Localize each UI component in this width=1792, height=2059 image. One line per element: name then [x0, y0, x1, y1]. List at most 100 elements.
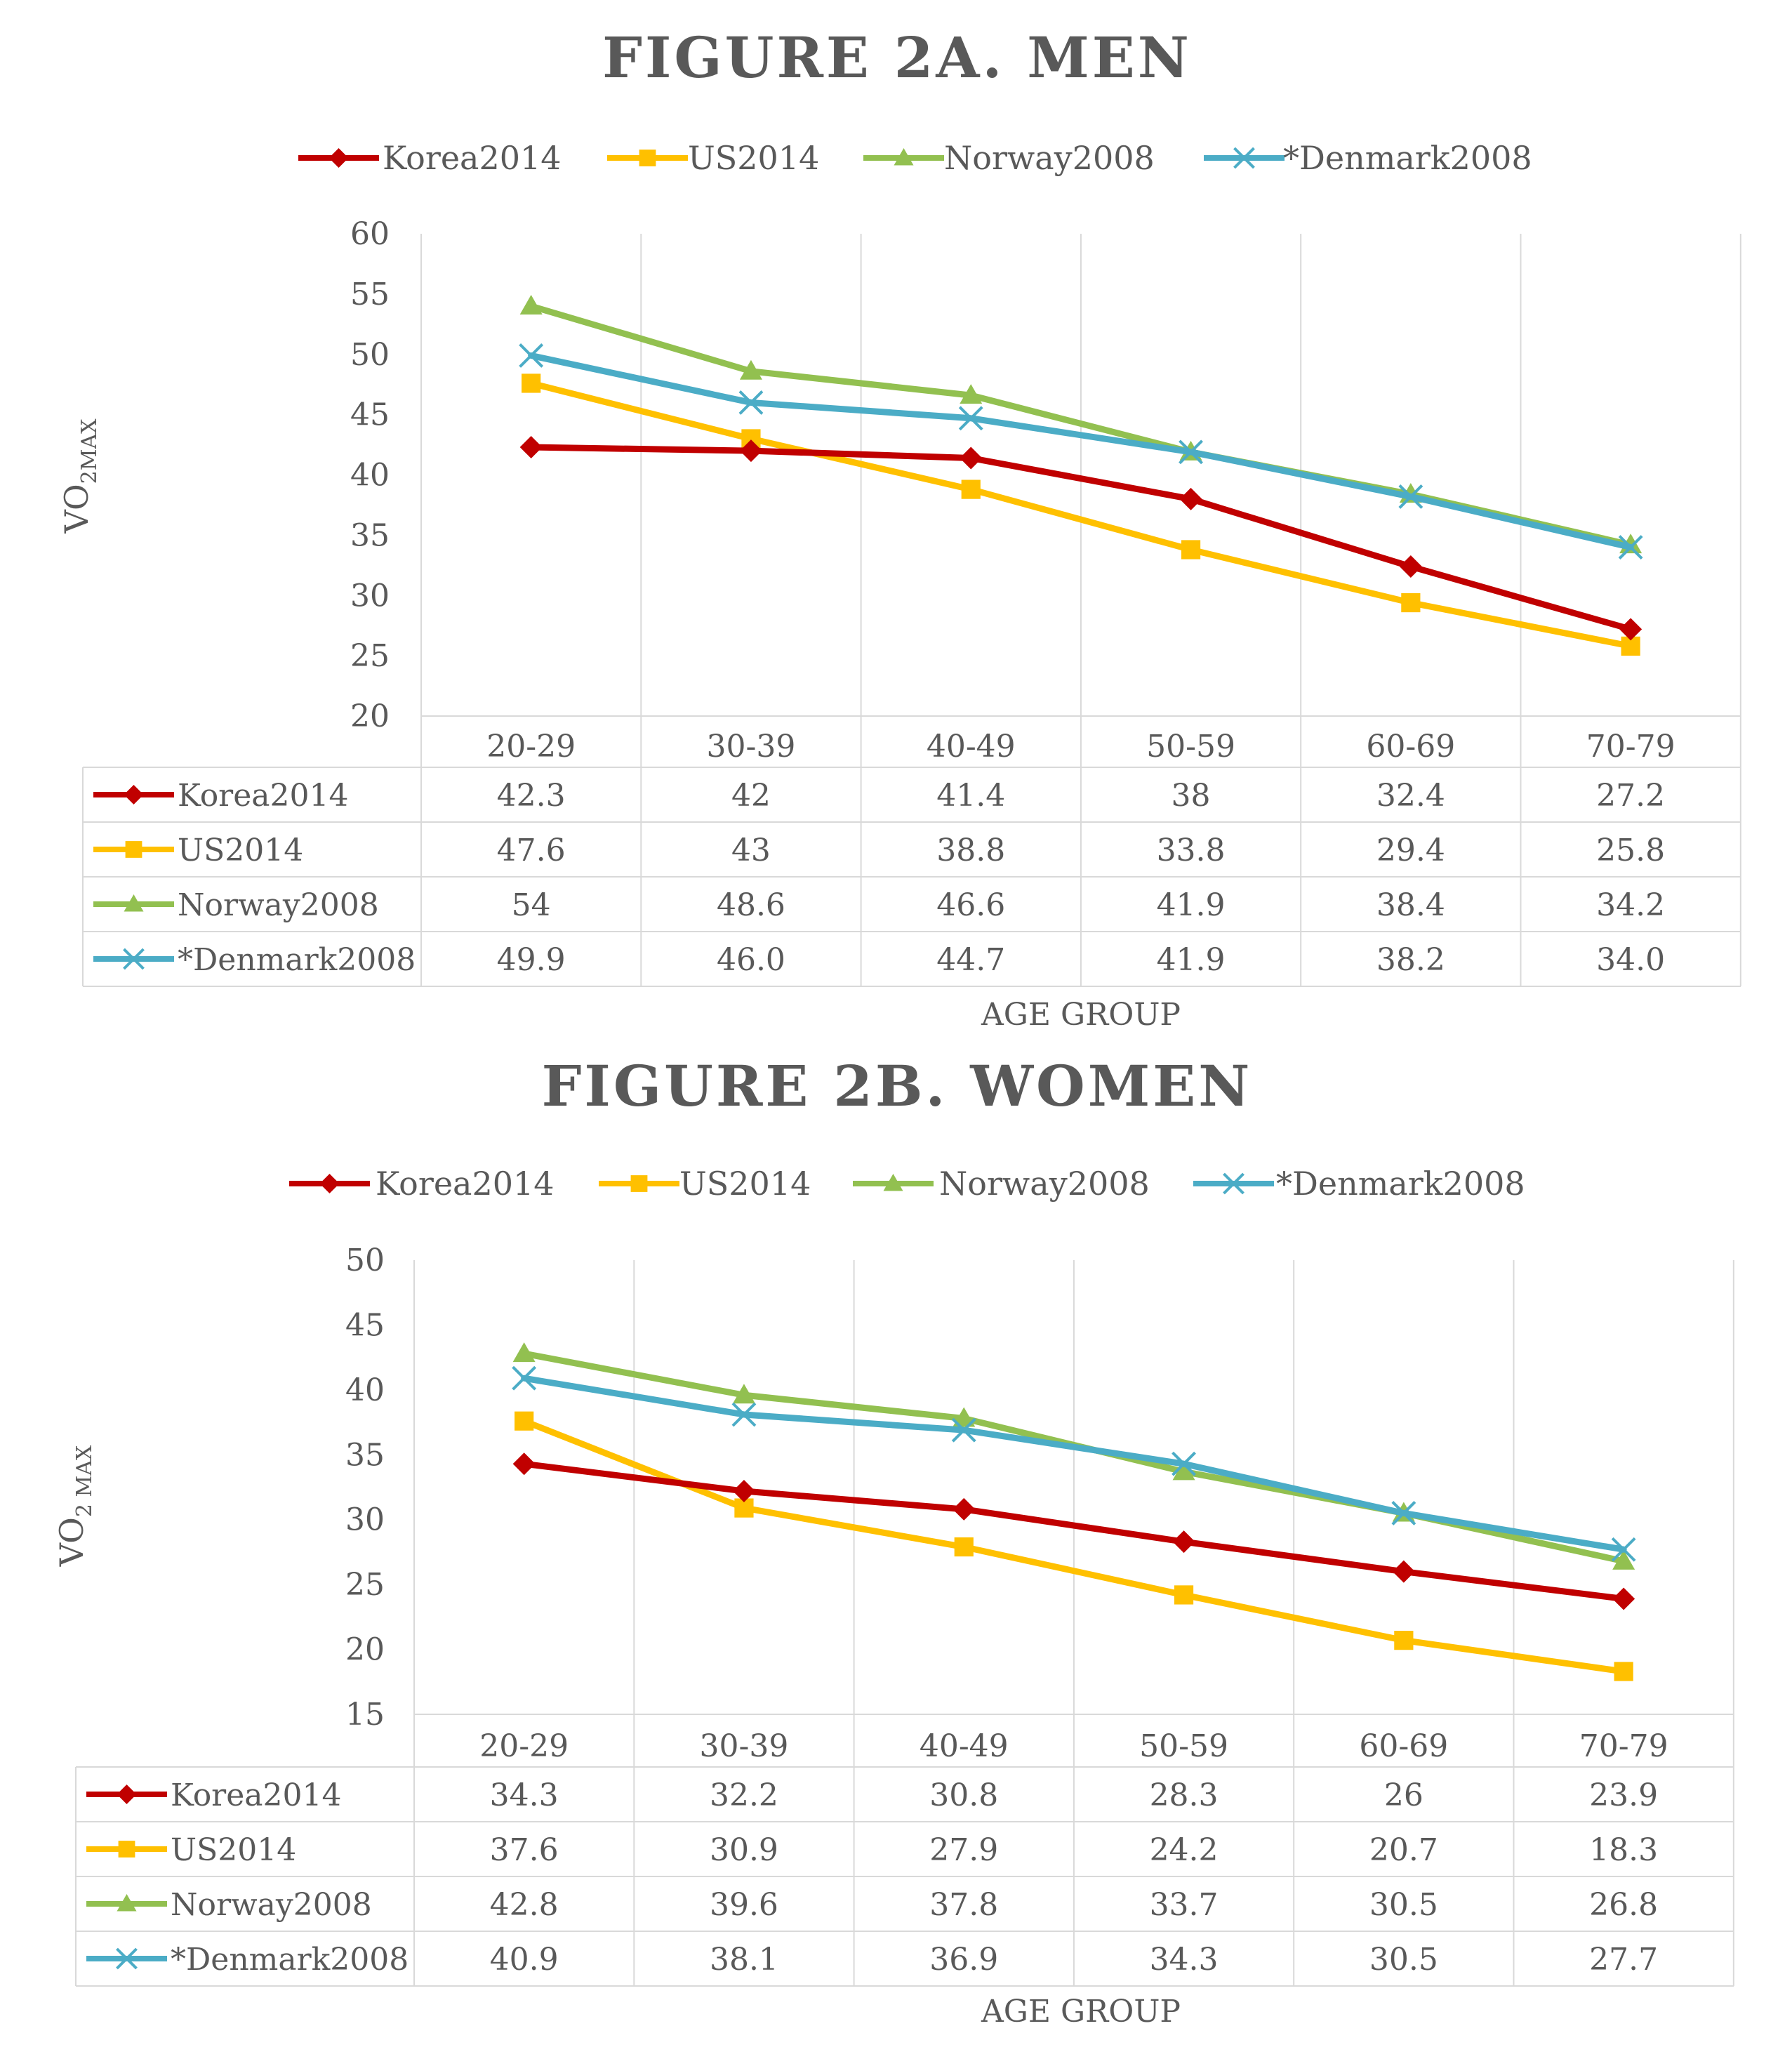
chart1-x-category: 70-79	[1586, 729, 1675, 764]
chart1-series-line	[528, 380, 1634, 649]
chart2-data-point	[512, 1452, 536, 1476]
chart2-series-line	[521, 1375, 1627, 1553]
chart2-table-cell: 32.2	[710, 1777, 778, 1813]
chart2-x-category: 40-49	[920, 1728, 1009, 1764]
chart2-table-row-key-marker	[117, 1785, 137, 1804]
chart2-data-point	[954, 1537, 974, 1557]
chart2-legend-swatch-marker	[883, 1174, 903, 1191]
chart2-data-point	[1612, 1549, 1635, 1570]
chart2-series-us2014	[515, 1411, 1633, 1681]
chart1-title: FIGURE 2A. MEN	[602, 25, 1192, 91]
chart2-table-row-label: Norway2008	[171, 1887, 372, 1923]
chart2-data-point	[951, 1417, 976, 1443]
chart2-legend-item: *Denmark2008	[1193, 1165, 1525, 1203]
chart2-table-cell: 34.3	[490, 1777, 559, 1813]
chart2-table-row-key-marker	[117, 1894, 137, 1912]
chart2-table-cell: 26.8	[1589, 1887, 1658, 1923]
chart1-table-row-key-marker	[124, 894, 144, 912]
chart2-table-cell: 27.7	[1589, 1942, 1658, 1978]
chart2-data-point	[1611, 1537, 1636, 1562]
chart1-table-row: US2014 47.6 43 38.8 33.8 29.4 25.8	[93, 833, 1665, 868]
chart1-table-cell: 48.6	[717, 887, 785, 923]
chart1-table-row: Korea2014 42.3 42 41.4 38 32.4 27.2	[93, 778, 1665, 814]
chart2-data-point	[1614, 1662, 1633, 1681]
chart1-legend-label: Norway2008	[944, 139, 1155, 177]
chart1-y-axis-title-main: VO	[58, 484, 95, 534]
chart1-y-tick: 40	[350, 458, 390, 494]
chart1-legend-item: Korea2014	[298, 139, 562, 177]
chart2-x-axis-title: AGE GROUP	[981, 1994, 1181, 2030]
chart2-series-line	[521, 1460, 1627, 1602]
chart1-x-category: 30-39	[707, 729, 796, 764]
chart2-series-denmark2008	[512, 1365, 1636, 1562]
chart1-legend-item: Norway2008	[863, 139, 1155, 177]
chart2-y-tick: 15	[345, 1697, 385, 1733]
chart1-table-cell: 29.4	[1376, 833, 1445, 868]
chart1: FIGURE 2A. MEN Korea2014 US2014 Norway2008 *…	[58, 25, 1741, 1033]
chart2-data-point	[1391, 1501, 1416, 1525]
chart1-table-cell: 38.8	[936, 833, 1005, 868]
chart2-data-point	[1174, 1585, 1194, 1605]
chart1-data-point	[522, 373, 541, 393]
chart2-y-tick: 45	[345, 1307, 385, 1343]
chart1-data-point	[958, 406, 983, 431]
chart2-legend-label: Norway2008	[939, 1165, 1150, 1203]
chart2-table-cell: 42.8	[490, 1887, 559, 1923]
chart2-legend-label: *Denmark2008	[1276, 1165, 1525, 1203]
chart1-y-tick: 55	[350, 277, 390, 312]
chart2-table-cell: 27.9	[929, 1832, 998, 1868]
chart2-y-axis-title-main: VO	[53, 1517, 91, 1567]
chart1-table-cell: 42.3	[497, 778, 566, 814]
chart2-table-cell: 24.2	[1150, 1832, 1219, 1868]
chart2-legend-item: US2014	[599, 1165, 811, 1203]
chart2-data-point	[953, 1407, 976, 1427]
chart1-table-row-label: US2014	[178, 833, 303, 868]
chart1-legend-item: US2014	[607, 139, 819, 177]
chart1-y-axis-title-sub: 2MAX	[77, 418, 102, 484]
chart1-series-line	[528, 444, 1634, 633]
chart2-table-row-label: US2014	[171, 1832, 296, 1868]
chart2-y-tick: 20	[345, 1632, 385, 1668]
chart2-data-point	[731, 1402, 757, 1427]
chart2: FIGURE 2B. WOMEN Korea2014 US2014 Norway200…	[53, 1053, 1734, 2030]
chart1-data-point	[1179, 439, 1203, 465]
chart2-data-point	[953, 1497, 976, 1521]
chart2-table-row-label: Korea2014	[171, 1777, 341, 1813]
chart2-legend-label: Korea2014	[376, 1165, 555, 1203]
chart2-y-tick: 35	[345, 1437, 385, 1473]
chart2-table-row: Norway2008 42.8 39.6 37.8 33.7 30.5 26.8	[86, 1887, 1658, 1923]
chart1-table-cell: 41.9	[1157, 942, 1226, 978]
chart1-table-cell: 49.9	[497, 942, 566, 978]
chart1-table-cell: 47.6	[497, 833, 566, 868]
chart2-data-point	[732, 1480, 755, 1503]
chart1-legend-item: *Denmark2008	[1204, 139, 1532, 177]
chart2-table-cell: 37.8	[929, 1887, 998, 1923]
chart2-y-axis-title-sub: 2 MAX	[72, 1445, 97, 1517]
chart1-data-point	[1399, 555, 1422, 578]
chart1-x-category: 40-49	[927, 729, 1016, 764]
chart2-table-cell: 30.5	[1369, 1887, 1438, 1923]
chart2-x-category: 70-79	[1579, 1728, 1668, 1764]
chart1-legend-swatch-marker	[328, 148, 349, 168]
chart2-y-tick: 50	[345, 1243, 385, 1278]
chart1-x-axis-title: AGE GROUP	[981, 997, 1181, 1033]
chart2-data-point	[1612, 1587, 1635, 1610]
chart2-y-tick: 30	[345, 1502, 385, 1538]
chart1-table-cell: 33.8	[1157, 833, 1226, 868]
chart1-data-point	[960, 446, 983, 470]
chart2-table-cell: 36.9	[929, 1942, 998, 1978]
chart1-legend-swatch-marker	[1233, 147, 1255, 169]
chart2-data-point	[1392, 1560, 1415, 1583]
chart1-data-point	[1401, 592, 1421, 613]
chart1-series-denmark2008	[519, 343, 1643, 560]
chart1-data-point	[1618, 535, 1643, 560]
chart2-table-cell: 30.8	[929, 1777, 998, 1813]
chart2-table-row-key-marker	[118, 1841, 135, 1858]
chart2-table-cell: 18.3	[1589, 1832, 1658, 1868]
chart1-legend-swatch-marker	[639, 150, 656, 166]
chart1-y-tick: 35	[350, 517, 390, 553]
chart2-data-point	[512, 1342, 536, 1363]
chart1-data-point	[739, 439, 762, 463]
chart1-data-point	[519, 435, 543, 458]
